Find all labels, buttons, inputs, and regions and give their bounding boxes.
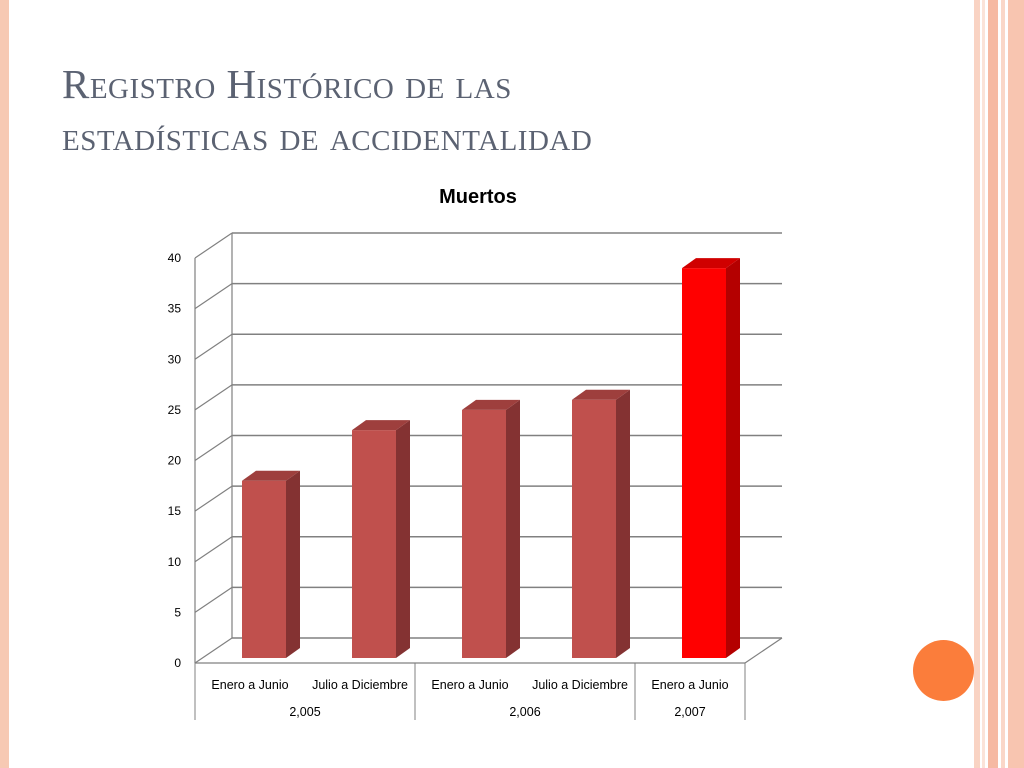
bar-front [242, 480, 286, 658]
y-tick-label: 35 [168, 302, 182, 316]
gridline-side [194, 283, 233, 310]
y-tick-label: 25 [168, 403, 182, 417]
bar-front [462, 409, 506, 658]
slide-title-line2: estadísticas de accidentalidad [62, 113, 593, 159]
x-category-label: Enero a Junio [651, 678, 728, 692]
gridline-side [194, 333, 233, 360]
slide-left-border [0, 0, 9, 768]
slide-title-line1: Registro Histórico de las [62, 61, 512, 107]
y-tick-label: 20 [168, 454, 182, 468]
bar-side [396, 420, 410, 658]
bar-side [286, 470, 300, 658]
gridline-side [194, 485, 233, 512]
chart-axes [194, 233, 783, 720]
bar-front [572, 399, 616, 658]
bar-top [242, 470, 300, 481]
stripe [1001, 0, 1005, 768]
bar-top [682, 258, 740, 269]
x-group-label: 2,007 [674, 705, 705, 719]
y-tick-label: 15 [168, 504, 182, 518]
chart-bars [242, 258, 740, 658]
y-tick-label: 5 [174, 605, 181, 619]
bar-front [682, 268, 726, 658]
gridline-side [194, 384, 233, 411]
decorative-circle [913, 640, 974, 701]
bar [352, 420, 410, 658]
bar-side [506, 399, 520, 658]
stripe [982, 0, 985, 768]
x-category-label: Enero a Junio [211, 678, 288, 692]
slide-right-stripes [974, 0, 1024, 768]
bar-top [462, 399, 520, 410]
bar [462, 399, 520, 658]
gridline-side [194, 637, 233, 664]
x-group-label: 2,006 [509, 705, 540, 719]
gridline-side [194, 536, 233, 563]
bar [242, 470, 300, 658]
bar-side [616, 389, 630, 658]
x-group-label: 2,005 [289, 705, 320, 719]
bar-front [352, 430, 396, 658]
bar [682, 258, 740, 658]
floor-right-edge [744, 637, 783, 664]
stripe [988, 0, 998, 768]
bar-side [726, 258, 740, 658]
chart-labels: 0 5 10 15 20 25 30 35 40 Enero a Junio Julio a Dic… [168, 251, 729, 719]
bar-top [352, 420, 410, 431]
bar [572, 389, 630, 658]
y-tick-label: 10 [168, 555, 182, 569]
gridline-side [194, 232, 233, 259]
y-tick-label: 40 [168, 251, 182, 265]
y-tick-label: 0 [174, 656, 181, 670]
x-category-label: Julio a Diciembre [312, 678, 408, 692]
x-category-label: Enero a Junio [431, 678, 508, 692]
slide-title: Registro Histórico de las estadísticas d… [62, 58, 862, 162]
stripe [1008, 0, 1024, 768]
bar-top [572, 389, 630, 400]
gridline-side [194, 435, 233, 461]
x-category-label: Julio a Diciembre [532, 678, 628, 692]
gridline-side [194, 586, 233, 613]
stripe [974, 0, 980, 768]
chart-title: Muertos [439, 186, 517, 208]
y-tick-label: 30 [168, 352, 182, 366]
